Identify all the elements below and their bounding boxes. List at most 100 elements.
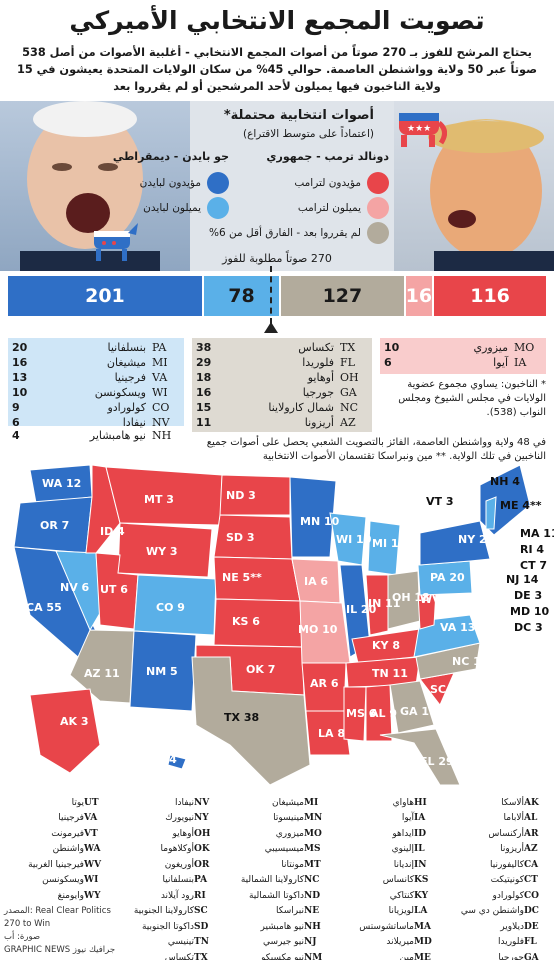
state-NY xyxy=(419,520,491,566)
key-state-abbr: VT xyxy=(84,828,98,839)
table-row: 11 أريزونا AZ xyxy=(196,416,356,429)
key-state-name: ميشيغان xyxy=(272,797,304,808)
key-state-abbr: AZ xyxy=(524,844,538,855)
svg-text:★★★: ★★★ xyxy=(407,124,431,134)
key-state-name: وايومنغ xyxy=(57,890,84,901)
table-row: 18 أوهايو OH xyxy=(196,371,359,384)
key-state-abbr: ME xyxy=(414,952,431,960)
key-state-abbr: RI xyxy=(194,890,206,901)
threshold-line xyxy=(270,266,272,324)
key-state-name: كارولاينا الشمالية xyxy=(240,875,304,886)
map-label: MA 11 xyxy=(520,527,554,540)
key-row: أوكلاهوما OK xyxy=(114,842,220,858)
key-state-abbr: DC xyxy=(524,906,539,917)
lean-trump-table: 10 ميزوري MO 6 آيوا IA xyxy=(380,338,546,374)
key-row: أريزونا AZ xyxy=(444,842,550,858)
legend-swatch xyxy=(367,197,389,219)
key-row: أركنساس AR xyxy=(444,826,550,842)
key-state-name: ألاسكا xyxy=(501,797,524,808)
state-TX xyxy=(191,656,311,785)
state-MN xyxy=(289,476,337,558)
key-state-name: تينيسي xyxy=(167,937,194,948)
bar-segment-trump-strong: 116 xyxy=(434,276,547,316)
key-state-abbr: IL xyxy=(414,844,425,855)
map-label: AR 6 xyxy=(310,677,339,690)
elephant-icon: ★★★ xyxy=(399,113,447,147)
map-label: GA 16 xyxy=(400,705,437,718)
key-state-abbr: NM xyxy=(304,952,323,960)
bar-segment-biden-strong: 201 xyxy=(8,276,204,316)
key-state-abbr: FL xyxy=(524,937,537,948)
table-row: 20 بنسلفانيا PA xyxy=(12,341,167,354)
key-state-name: لويزيانا xyxy=(388,906,414,917)
state-NH xyxy=(485,496,497,530)
key-state-abbr: WA xyxy=(84,844,101,855)
key-state-abbr: AK xyxy=(524,797,539,808)
table-row: 9 كولورادو CO xyxy=(12,401,170,414)
key-row: واشنطن دي سي DC xyxy=(444,904,550,920)
credit-photo: صورة: أب xyxy=(4,932,41,942)
map-label: SD 3 xyxy=(226,531,255,544)
key-state-name: يوتا xyxy=(71,797,84,808)
map-label: NH 4 xyxy=(490,475,520,488)
state-ND xyxy=(219,474,291,516)
key-row: مين ME xyxy=(334,950,440,960)
key-state-abbr: WI xyxy=(84,875,99,886)
state-NM xyxy=(129,630,197,712)
key-state-name: ميسيسيبي xyxy=(264,844,304,855)
key-state-abbr: IN xyxy=(414,859,427,870)
key-state-name: ماساتشوستس xyxy=(359,921,414,932)
map-label: NJ 14 xyxy=(506,573,539,586)
us-electoral-map: WA 12 OR 7 CA 55 NV 6 ID 4 MT 3 WY 3 UT 6 CO 9 AZ… xyxy=(13,464,554,785)
page-title: تصويت المجمع الانتخابي الأميركي xyxy=(69,6,485,35)
map-label: KS 6 xyxy=(232,615,260,628)
key-row: ويسكونسن WI xyxy=(4,873,110,889)
map-label: IL 20 xyxy=(346,603,377,616)
key-state-name: مونتانا xyxy=(281,859,304,870)
state-AK xyxy=(29,688,101,774)
key-state-name: أريزونا xyxy=(500,844,524,855)
donkey-icon xyxy=(94,223,138,261)
key-state-abbr: NV xyxy=(194,797,210,808)
key-state-name: واشنطن دي سي xyxy=(460,906,524,917)
map-label: HI 4 xyxy=(152,753,177,766)
state-HI xyxy=(167,754,187,770)
key-state-name: إلينوي xyxy=(391,844,414,855)
key-state-abbr: NJ xyxy=(304,937,317,948)
key-row: كولورادو CO xyxy=(444,888,550,904)
key-state-name: داكوتا الجنوبية xyxy=(141,921,194,932)
key-state-abbr: MD xyxy=(414,937,432,948)
threshold-pointer xyxy=(264,322,278,333)
key-state-abbr: IA xyxy=(414,813,426,824)
key-state-name: فيرجينيا الغربية xyxy=(28,859,84,870)
key-row: مونتانا MT xyxy=(224,857,330,873)
legend-item-tossup: لم يقرروا بعد - الفارق أقل من 6% xyxy=(209,222,389,244)
key-state-name: نيفادا xyxy=(174,797,194,808)
lean-biden-table: 20 بنسلفانيا PA 16 ميشيغان MI 13 فرجينيا VA 10… xyxy=(8,338,184,429)
key-state-name: ألاباما xyxy=(503,813,524,824)
key-row: فيرمونت VT xyxy=(4,826,110,842)
map-label: WY 3 xyxy=(146,545,178,558)
map-label: SC 9 xyxy=(430,683,457,696)
table-row: 13 فرجينيا VA xyxy=(12,371,168,384)
key-state-name: إنديانا xyxy=(393,859,414,870)
map-label: RI 4 xyxy=(520,543,544,556)
map-label: AK 3 xyxy=(60,715,89,728)
key-state-abbr: NY xyxy=(194,813,209,824)
state-AZ xyxy=(69,629,135,704)
map-label: MN 10 xyxy=(300,515,340,528)
map-label: CO 9 xyxy=(156,601,185,614)
state-labels: WA 12 OR 7 CA 55 NV 6 ID 4 MT 3 WY 3 UT 6 CO 9 AZ… xyxy=(26,475,554,768)
key-state-abbr: UT xyxy=(84,797,99,808)
key-state-name: نيويورك xyxy=(165,813,194,824)
map-label: ID 4 xyxy=(100,525,125,538)
map-label: MT 3 xyxy=(144,493,174,506)
key-column-3: ميشيغان MI مينيسوتا MN ميزوري MO ميسيسيبي MS مون… xyxy=(224,795,330,960)
electors-note: * الناخبون: يساوي مجموع عضوية الولايات ف… xyxy=(398,379,546,418)
map-label: KY 8 xyxy=(372,639,400,652)
key-state-name: نيو هامبشير xyxy=(260,921,304,932)
key-row: وايومنغ WY xyxy=(4,888,110,904)
map-label: ND 3 xyxy=(226,489,256,502)
key-row: إنديانا IN xyxy=(334,857,440,873)
map-label: AZ 11 xyxy=(84,667,120,680)
